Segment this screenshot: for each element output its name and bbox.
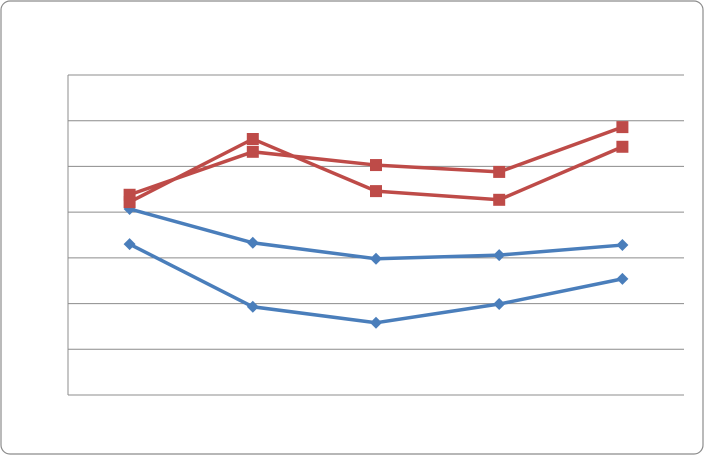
- marker: [616, 272, 629, 285]
- marker: [246, 236, 259, 249]
- marker: [246, 133, 259, 145]
- marker: [370, 159, 382, 172]
- marker: [370, 252, 382, 265]
- marker: [616, 121, 629, 134]
- marker: [616, 239, 629, 252]
- marker: [123, 238, 136, 251]
- marker: [246, 300, 259, 313]
- marker: [493, 249, 506, 262]
- marker: [246, 145, 259, 158]
- marker: [493, 193, 506, 206]
- marker: [370, 185, 382, 198]
- marker: [493, 298, 506, 311]
- marker: [123, 188, 136, 201]
- marker: [493, 165, 506, 178]
- marker: [616, 140, 629, 153]
- marker: [370, 316, 382, 329]
